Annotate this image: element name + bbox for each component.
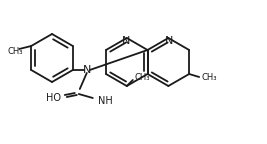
Text: CH₃: CH₃ xyxy=(135,73,150,83)
Text: HO: HO xyxy=(46,93,61,103)
Text: N: N xyxy=(83,65,91,75)
Text: N: N xyxy=(121,36,130,46)
Text: NH: NH xyxy=(98,96,112,106)
Text: N: N xyxy=(165,36,174,46)
Text: CH₃: CH₃ xyxy=(201,73,217,83)
Text: CH₃: CH₃ xyxy=(7,48,23,56)
